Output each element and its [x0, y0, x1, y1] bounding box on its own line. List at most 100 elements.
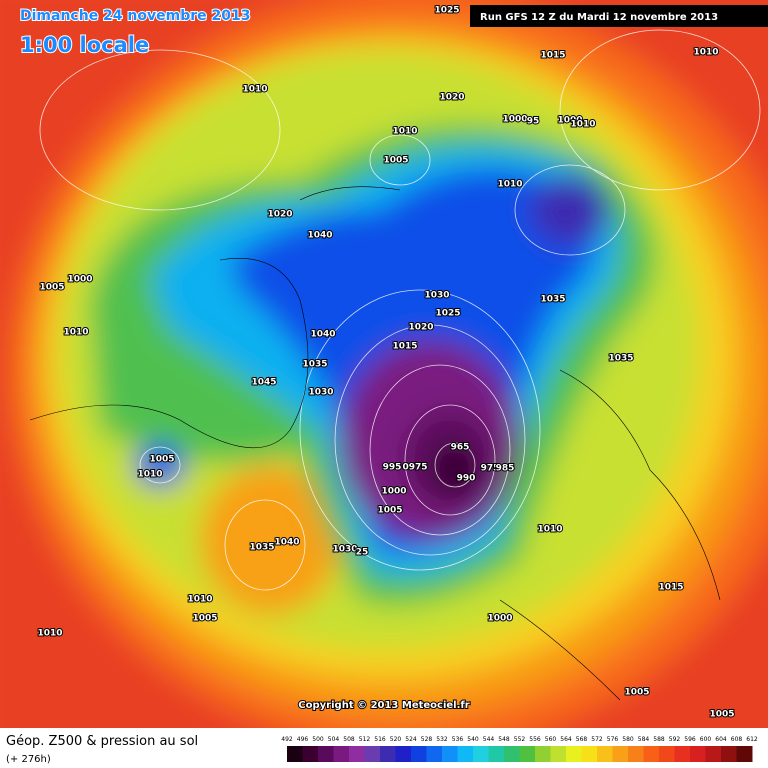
isobar-label: 1030	[308, 388, 333, 398]
scale-swatch	[349, 746, 365, 762]
isobar-label: 990	[457, 474, 476, 484]
isobar-label: 1010	[693, 48, 718, 58]
scale-label: 552	[514, 736, 526, 743]
isobar-label: 95	[527, 117, 540, 127]
isobars	[39, 29, 761, 591]
isobar-label: 1040	[310, 330, 335, 340]
isobar-label: 25	[356, 548, 369, 558]
isobar-label: 985	[496, 464, 515, 474]
isobar-label: 1020	[408, 323, 433, 333]
isobar-label: 975	[481, 464, 500, 474]
scale-swatch	[488, 746, 505, 762]
scale-swatch	[628, 746, 644, 762]
scale-label: 504	[328, 736, 340, 743]
isobar-label: 1010	[392, 127, 417, 137]
isobar-label: 1040	[307, 231, 332, 241]
scale-label: 608	[731, 736, 743, 743]
scale-swatch	[721, 746, 737, 762]
scale-label: 580	[622, 736, 634, 743]
isobar-label: 1035	[608, 354, 633, 364]
isobar-label: 1005	[192, 614, 217, 624]
isobar-label: 1005	[39, 283, 64, 293]
isobar-label: 1015	[658, 583, 683, 593]
isobar-label: 1010	[137, 470, 162, 480]
scale-swatch	[705, 746, 722, 762]
isobar-label: 995	[383, 463, 402, 473]
scale-label: 548	[498, 736, 510, 743]
scale-label: 544	[483, 736, 495, 743]
scale-swatch	[519, 746, 536, 762]
scale-label: 560	[545, 736, 557, 743]
scale-swatch	[302, 746, 319, 762]
scale-swatch	[442, 746, 458, 762]
scale-swatch	[504, 746, 520, 762]
scale-label: 600	[700, 736, 712, 743]
scale-label: 596	[684, 736, 696, 743]
scale-label: 532	[436, 736, 448, 743]
time-text: 1:00 locale	[20, 33, 149, 57]
scale-swatch	[380, 746, 396, 762]
scale-swatch	[411, 746, 427, 762]
scale-swatch	[364, 746, 381, 762]
scale-label: 492	[281, 736, 293, 743]
isobar-label: 1015	[392, 342, 417, 352]
scale-swatch	[566, 746, 582, 762]
scale-label: 496	[297, 736, 309, 743]
isobar-label: 1000	[67, 275, 92, 285]
isobar-label: 1020	[267, 210, 292, 220]
scale-swatch	[395, 746, 412, 762]
isobar-label: 1030	[332, 545, 357, 555]
date-text: Dimanche 24 novembre 2013	[20, 8, 250, 24]
scale-label: 568	[576, 736, 588, 743]
isobar-label: 1010	[497, 180, 522, 190]
scale-label: 540	[467, 736, 479, 743]
scale-label: 588	[653, 736, 665, 743]
scale-label: 500	[312, 736, 324, 743]
scale-label: 536	[452, 736, 464, 743]
scale-swatch	[612, 746, 629, 762]
isobar-label: 1010	[37, 629, 62, 639]
isobar-label: 1035	[249, 543, 274, 553]
scale-swatch	[674, 746, 691, 762]
isobar-label: 1025	[435, 309, 460, 319]
isobar-label: 1035	[302, 360, 327, 370]
scale-label: 520	[390, 736, 402, 743]
scale-swatch	[535, 746, 551, 762]
isobar-label: 1035	[540, 295, 565, 305]
scale-swatch	[287, 746, 303, 762]
scale-label: 524	[405, 736, 417, 743]
isobar-label: 1030	[424, 291, 449, 301]
scale-label: 592	[669, 736, 681, 743]
scale-label: 564	[560, 736, 572, 743]
isobar-label: 1010	[570, 120, 595, 130]
scale-swatch	[643, 746, 660, 762]
coastlines	[29, 186, 721, 701]
isobar-label: 1005	[709, 710, 734, 720]
isobar-label: 1010	[187, 595, 212, 605]
scale-label: 584	[638, 736, 650, 743]
isobar-label: 1000	[487, 614, 512, 624]
isobar-label: 1045	[251, 378, 276, 388]
copyright: Copyright © 2013 Meteociel.fr	[298, 700, 469, 711]
isobar-label: 0975	[402, 463, 427, 473]
isobar-label: 1020	[439, 93, 464, 103]
scale-label: 508	[343, 736, 355, 743]
isobar-label: 1010	[242, 85, 267, 95]
isobar-label: 1000	[557, 116, 582, 126]
scale-swatch	[473, 746, 489, 762]
isobar-label: 965	[451, 443, 470, 453]
scale-label: 512	[359, 736, 371, 743]
scale-swatch	[318, 746, 334, 762]
scale-swatch	[333, 746, 350, 762]
scale-label: 612	[746, 736, 758, 743]
scale-swatch	[581, 746, 598, 762]
isobar-label: 1000	[502, 115, 527, 125]
isobar-label: 1000	[381, 487, 406, 497]
scale-swatch	[659, 746, 675, 762]
isobar-label: 1025	[434, 6, 459, 16]
scale-label: 576	[607, 736, 619, 743]
isobar-label: 1005	[624, 688, 649, 698]
run-text: Run GFS 12 Z du Mardi 12 novembre 2013	[480, 12, 718, 23]
